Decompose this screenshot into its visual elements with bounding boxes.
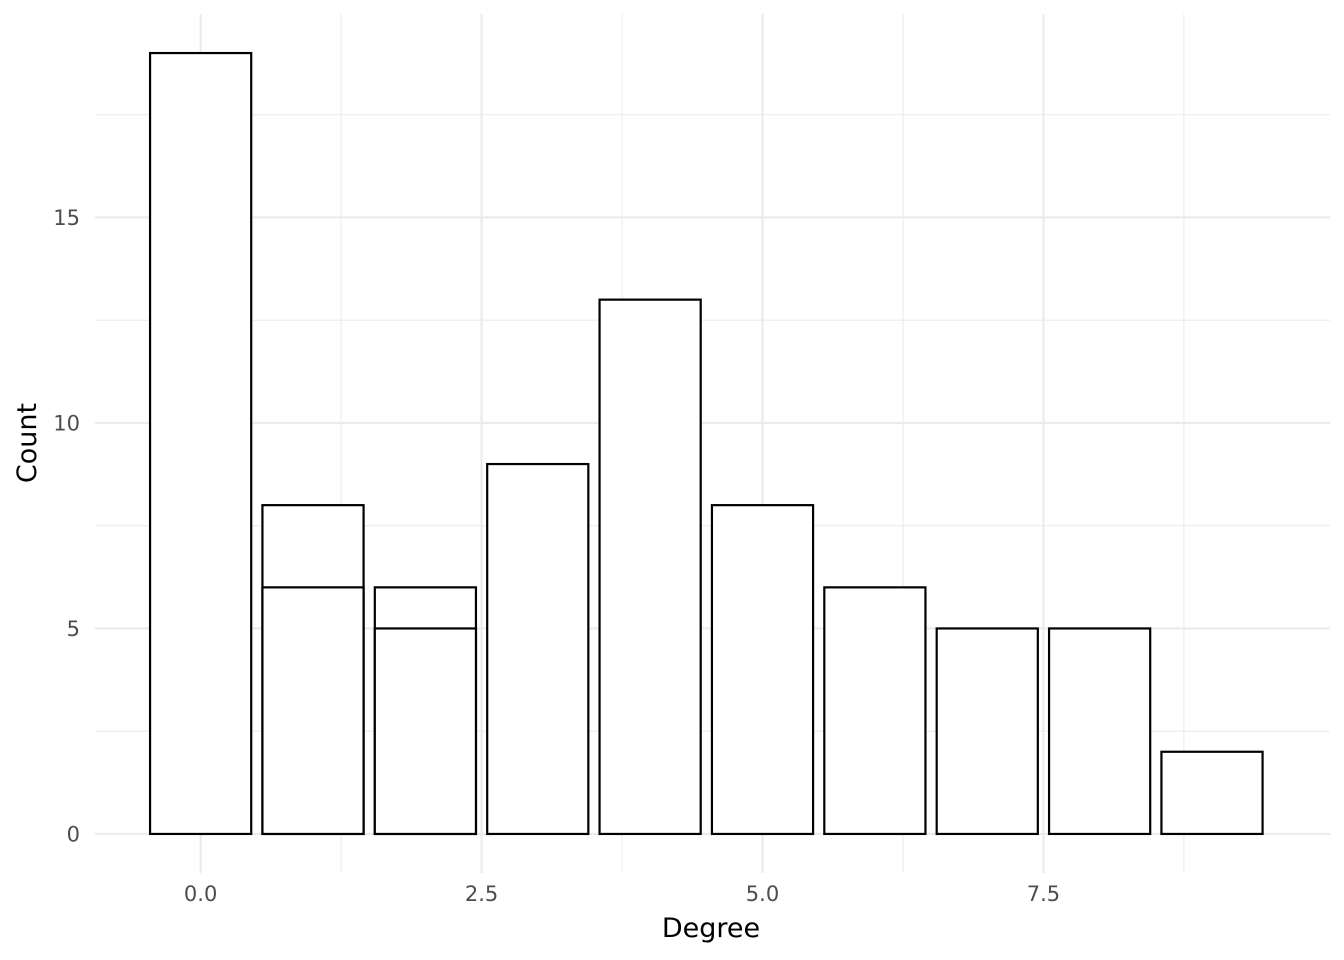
- bars: [148, 51, 1264, 836]
- y-tick-label: 10: [53, 411, 80, 435]
- y-tick-label: 5: [67, 617, 80, 641]
- y-tick-label: 15: [53, 206, 80, 230]
- x-axis-ticks: 0.0 2.5 5.0 7.5: [184, 882, 1060, 906]
- bar: [148, 51, 253, 836]
- bar: [935, 627, 1039, 836]
- bar: [823, 586, 927, 836]
- y-tick-label: 0: [67, 822, 80, 846]
- x-tick-label: 2.5: [465, 882, 498, 906]
- bar: [710, 504, 815, 836]
- bar: [486, 462, 590, 836]
- y-axis-ticks: 0 5 10 15: [53, 206, 80, 847]
- x-axis-title: Degree: [662, 913, 760, 944]
- bar: [1160, 750, 1264, 836]
- bar: [373, 627, 478, 836]
- x-tick-label: 0.0: [184, 882, 217, 906]
- bar: [1047, 627, 1152, 836]
- x-tick-label: 7.5: [1027, 882, 1060, 906]
- bar: [598, 298, 702, 836]
- bar: [261, 586, 365, 836]
- x-tick-label: 5.0: [746, 882, 779, 906]
- y-axis-title: Count: [12, 403, 43, 483]
